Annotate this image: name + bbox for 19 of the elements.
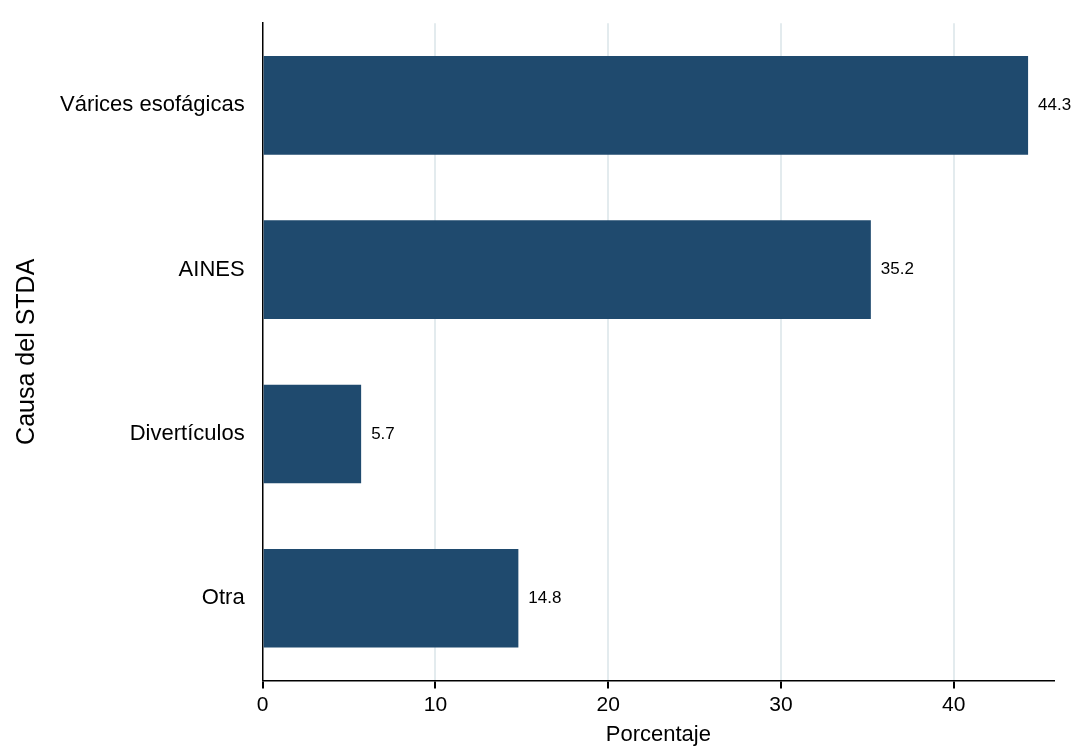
data-label: 44.3 (1038, 95, 1072, 115)
bar (263, 384, 362, 484)
y-axis-title: Causa del STDA (10, 258, 39, 445)
bar (263, 548, 519, 648)
data-label: 35.2 (880, 259, 914, 279)
data-label: 5.7 (371, 423, 395, 443)
y-tick-label: Otra (201, 584, 246, 610)
x-tick-label: 30 (769, 691, 793, 715)
x-tick-label: 0 (256, 691, 269, 715)
x-tick-label: 10 (423, 691, 448, 715)
data-label: 14.8 (528, 587, 562, 607)
y-tick-label: Divertículos (129, 420, 245, 446)
bar (263, 220, 871, 319)
x-tick-label: 40 (942, 691, 966, 715)
x-axis-title: Porcentaje (605, 720, 711, 746)
x-tick-label: 20 (596, 691, 620, 715)
bar (263, 56, 1029, 155)
y-tick-label: Várices esofágicas (59, 91, 245, 117)
y-tick-label: AINES (178, 255, 245, 281)
